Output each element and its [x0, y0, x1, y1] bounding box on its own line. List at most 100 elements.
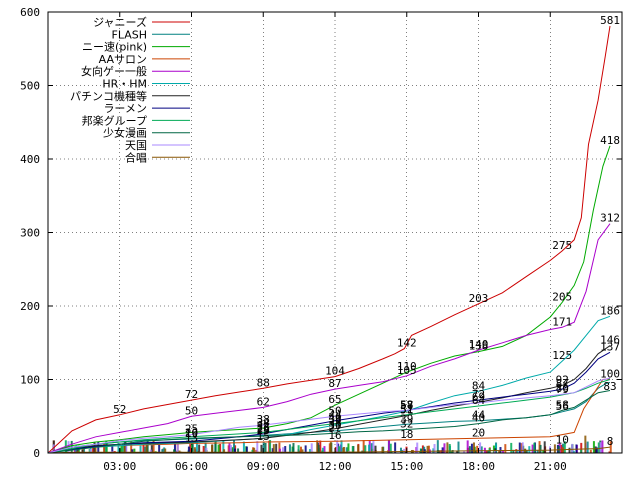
activity-bar	[571, 443, 574, 453]
series-line	[47, 223, 611, 454]
activity-bar	[299, 446, 302, 453]
activity-bar	[229, 445, 232, 453]
activity-bar	[269, 440, 272, 453]
activity-bar	[89, 449, 92, 453]
activity-bar	[608, 451, 611, 453]
activity-bar	[161, 449, 164, 453]
activity-bar	[448, 444, 451, 453]
activity-bar	[323, 446, 326, 453]
activity-bar	[189, 444, 192, 453]
activity-bar	[211, 444, 214, 453]
activity-bar	[525, 450, 528, 453]
data-label: 418	[600, 134, 620, 147]
series-line	[47, 379, 611, 454]
data-label: 203	[469, 292, 489, 305]
data-label: 65	[328, 393, 341, 406]
activity-bar	[499, 447, 502, 453]
activity-bar	[370, 443, 373, 453]
activity-bar	[468, 446, 471, 453]
activity-bar	[487, 450, 490, 453]
activity-bar	[321, 447, 324, 453]
data-label: 87	[556, 377, 569, 390]
activity-bar	[329, 442, 332, 453]
data-label: 58	[556, 398, 569, 411]
data-label: 19	[185, 427, 198, 440]
activity-bar	[450, 451, 453, 453]
activity-bar	[436, 440, 439, 453]
data-label: 69	[472, 390, 485, 403]
activity-bar	[282, 447, 285, 453]
legend-label: 邦楽グループ	[82, 113, 147, 127]
data-label: 104	[325, 365, 345, 378]
activity-bar	[145, 442, 148, 453]
data-label: 72	[472, 388, 485, 401]
data-label: 52	[113, 403, 126, 416]
data-label: 50	[328, 404, 341, 417]
legend-label: 女向ゲー一般	[81, 64, 147, 78]
data-label: 25	[185, 423, 198, 436]
data-labels: 52 72 88 104 142 203 275 581 19 24 30 39 44 56 34 65 110…	[113, 14, 620, 448]
legend-label: 天国	[125, 139, 147, 152]
activity-bar	[427, 445, 430, 453]
activity-bar	[262, 441, 265, 453]
data-label: 34	[257, 416, 271, 429]
data-label: 58	[400, 398, 413, 411]
activity-bar	[176, 443, 179, 453]
activity-bar	[217, 444, 220, 453]
activity-bar	[594, 446, 597, 453]
activity-bar	[158, 443, 161, 453]
activity-bar	[173, 449, 176, 453]
activity-bar	[597, 442, 600, 453]
data-label: 275	[552, 239, 572, 252]
x-tick-label: 09:00	[247, 460, 280, 473]
activity-bar	[351, 446, 354, 453]
activity-bar	[476, 445, 479, 453]
activity-bar	[264, 442, 267, 453]
activity-bar	[362, 440, 365, 453]
activity-bar	[374, 445, 377, 453]
activity-bar	[446, 442, 449, 453]
activity-bar	[242, 441, 245, 453]
activity-bar	[304, 445, 307, 453]
data-label: 84	[472, 379, 486, 392]
series-lines	[47, 25, 611, 454]
activity-bar	[480, 446, 483, 453]
activity-bar	[150, 445, 153, 453]
data-label: 24	[257, 423, 271, 436]
activity-bar	[524, 448, 527, 453]
data-label: 38	[328, 413, 341, 426]
activity-bar	[178, 450, 181, 453]
activity-bar	[580, 442, 583, 453]
activity-bar	[139, 445, 142, 453]
legend-label: ラーメン	[103, 102, 147, 115]
activity-bar	[195, 440, 198, 453]
activity-bar	[308, 449, 311, 453]
activity-bar	[321, 450, 324, 453]
y-tick-label: 200	[20, 300, 40, 313]
data-label: 110	[397, 360, 417, 373]
data-label: 88	[257, 376, 270, 389]
legend-label: HR・HM	[102, 78, 147, 91]
data-label: 50	[185, 404, 198, 417]
activity-bar	[245, 446, 248, 453]
activity-bar	[457, 441, 460, 453]
y-tick-label: 300	[20, 227, 40, 240]
activity-bar	[510, 442, 513, 453]
data-label: 38	[257, 413, 270, 426]
activity-bar	[336, 440, 339, 453]
activity-bar	[609, 441, 612, 453]
data-label: 92	[556, 373, 569, 386]
x-tick-label: 12:00	[318, 460, 351, 473]
activity-bar	[399, 447, 402, 453]
series-line	[47, 25, 611, 454]
activity-bar	[146, 440, 149, 453]
activity-bar	[219, 443, 222, 453]
y-tick-label: 0	[33, 447, 40, 460]
activity-bar	[479, 442, 482, 453]
legend-label: 少女漫画	[103, 126, 147, 140]
activity-bar	[432, 448, 435, 453]
activity-bar	[76, 446, 79, 453]
series-line	[47, 351, 611, 454]
